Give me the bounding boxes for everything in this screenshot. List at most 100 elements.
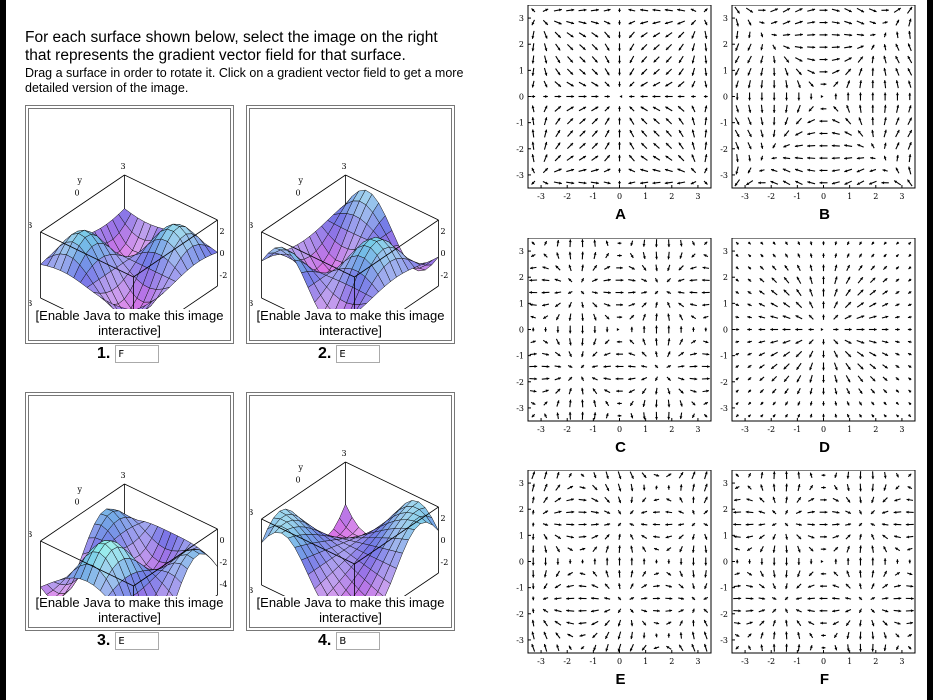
y-tick-label: 2	[723, 273, 728, 282]
x-tick-label: -3	[537, 192, 545, 201]
y-tick-label: -2	[516, 378, 524, 387]
vector-arrow	[567, 56, 574, 63]
vector-arrow	[567, 130, 574, 137]
vector-arrow	[568, 376, 573, 381]
y-tick-label: 2	[519, 505, 524, 514]
vector-arrow	[831, 144, 840, 148]
vector-arrow	[808, 497, 815, 502]
vector-arrow	[735, 18, 739, 27]
answer-input[interactable]	[115, 345, 160, 363]
vector-field-d[interactable]: -3 -3 -2 -2 -1 -1 0 0 1 1 2 2 3 3 D	[712, 237, 917, 463]
vector-arrow	[667, 633, 671, 638]
vector-arrow	[908, 105, 912, 113]
surface-mesh-face	[261, 252, 275, 262]
vector-arrow	[641, 302, 647, 308]
vector-field-a[interactable]: -3 -3 -2 -2 -1 -1 0 0 1 1 2 2 3 3 A	[508, 4, 713, 230]
vector-arrow	[704, 55, 708, 64]
vector-arrow	[831, 69, 840, 75]
vector-arrow	[746, 571, 753, 576]
vector-arrow	[782, 7, 791, 13]
vector-arrow	[833, 301, 839, 309]
vector-arrow	[907, 141, 912, 150]
vector-arrow	[906, 621, 914, 625]
vector-arrow	[760, 632, 764, 639]
vector-arrow	[895, 266, 900, 270]
vector-arrow	[692, 327, 695, 332]
vector-arrow	[629, 643, 634, 652]
vector-arrow	[604, 154, 611, 162]
vector-arrow	[642, 632, 646, 639]
vector-arrow	[568, 559, 572, 564]
vector-arrow	[593, 558, 597, 565]
vector-arrow	[604, 389, 611, 394]
y-tick-label: 0	[296, 476, 301, 485]
vector-arrow	[844, 8, 853, 13]
vector-arrow	[759, 376, 765, 382]
vector-arrow	[543, 401, 548, 406]
vector-arrow	[554, 583, 562, 589]
answer-input[interactable]	[115, 632, 160, 650]
y-axis-label: y	[298, 463, 304, 472]
vector-arrow	[893, 510, 902, 514]
vector-arrow	[845, 68, 852, 76]
z-tick-label: 2	[220, 227, 225, 236]
vector-arrow	[679, 412, 683, 420]
vector-arrow	[772, 67, 776, 76]
vector-arrow	[653, 130, 660, 137]
vector-arrow	[603, 352, 611, 356]
y-tick-label: -3	[516, 171, 524, 180]
vector-arrow	[641, 388, 647, 395]
box-edge	[345, 461, 439, 508]
vector-arrow	[794, 180, 803, 185]
vector-arrow	[747, 67, 752, 76]
vector-arrow	[833, 632, 838, 639]
answer-input[interactable]	[336, 632, 381, 650]
vector-field-e[interactable]: -3 -3 -2 -2 -1 -1 0 0 1 1 2 2 3 3 E	[508, 469, 713, 695]
vector-arrow	[907, 241, 912, 246]
vector-arrow	[543, 631, 548, 640]
vector-arrow	[702, 389, 710, 393]
vector-arrow	[735, 328, 740, 331]
vector-arrow	[758, 352, 766, 357]
vector-arrow	[629, 252, 634, 259]
vector-arrow	[894, 498, 901, 502]
vector-arrow	[704, 545, 708, 553]
vector-arrow	[907, 315, 912, 319]
vector-arrow	[556, 400, 560, 407]
vector-field-c[interactable]: -3 -3 -2 -2 -1 -1 0 0 1 1 2 2 3 3 C	[508, 237, 713, 463]
vector-arrow	[819, 45, 828, 49]
vector-arrow	[907, 413, 912, 418]
vector-arrow	[796, 276, 802, 284]
vector-arrow	[617, 254, 622, 257]
vector-arrow	[703, 340, 709, 344]
vector-arrow	[747, 290, 752, 295]
vector-arrow	[629, 106, 635, 112]
vector-field-b[interactable]: -3 -3 -2 -2 -1 -1 0 0 1 1 2 2 3 3 B	[712, 4, 917, 230]
vector-arrow	[530, 254, 536, 258]
vector-field-f[interactable]: -3 -3 -2 -2 -1 -1 0 0 1 1 2 2 3 3 F	[712, 469, 917, 695]
vector-arrow	[664, 8, 673, 12]
vector-arrow	[783, 289, 790, 296]
vector-arrow	[629, 400, 634, 407]
vector-arrow	[832, 584, 840, 588]
vector-arrow	[678, 68, 684, 76]
vector-arrow	[566, 20, 575, 25]
answer-input[interactable]	[336, 345, 381, 363]
vector-arrow	[796, 80, 801, 89]
vector-arrow	[590, 20, 599, 25]
vector-arrow	[831, 156, 840, 160]
